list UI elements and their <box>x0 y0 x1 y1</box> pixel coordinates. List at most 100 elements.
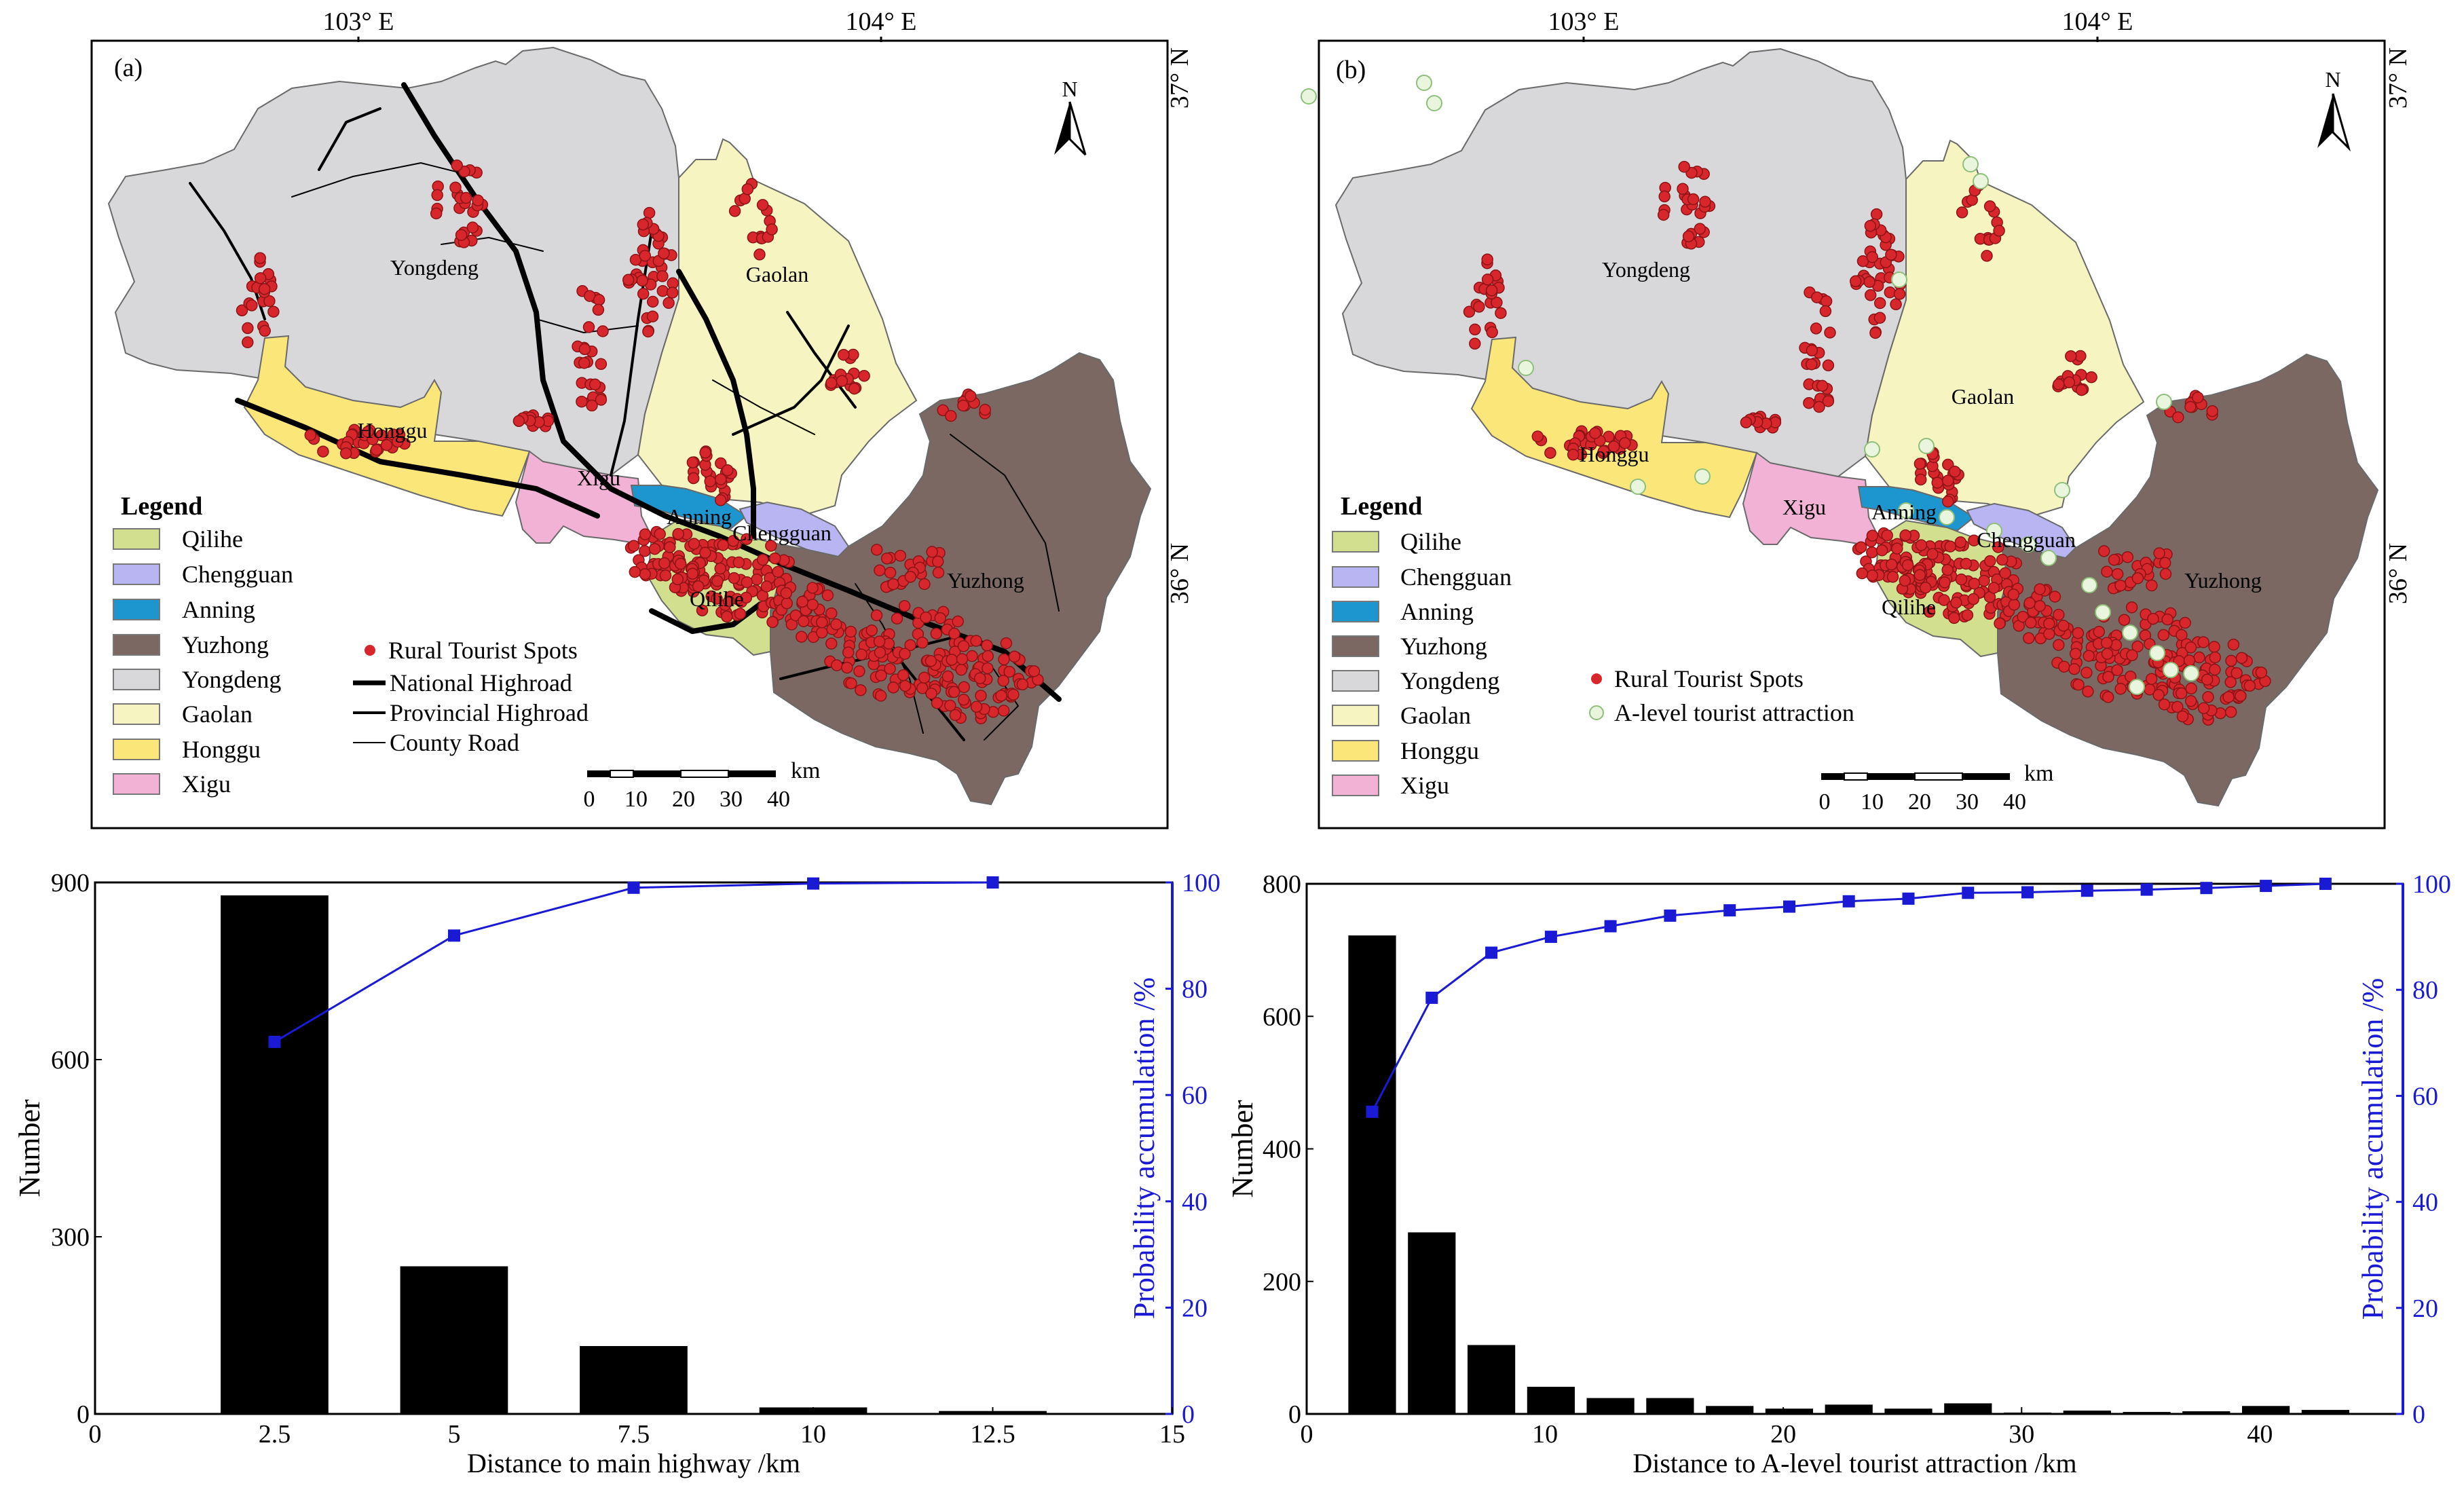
rural-spot <box>1914 569 1926 581</box>
national-highroad-line <box>676 269 756 539</box>
scale-tick-20: 20 <box>1908 789 1931 815</box>
rural-spot <box>831 659 843 671</box>
label-honggu: Honggu <box>357 418 427 443</box>
scale-seg <box>633 770 681 777</box>
rural-spot <box>997 675 1009 687</box>
map-b-district-labels: Yongdeng Gaolan Honggu Xigu Anning Cheng… <box>1579 257 2261 619</box>
rural-spot <box>648 542 661 555</box>
rural-spot <box>674 557 687 570</box>
attraction-point <box>2129 679 2145 695</box>
bar <box>1527 1387 1575 1414</box>
rural-spot <box>723 595 735 608</box>
rural-spot <box>956 653 969 665</box>
rural-spot <box>884 663 896 675</box>
bar <box>1468 1345 1516 1414</box>
provincial-highroad-line <box>732 324 850 436</box>
rural-spot <box>2043 618 2055 630</box>
accumulation-point <box>1366 1105 1379 1118</box>
legend-label-yongdeng: Yongdeng <box>182 666 281 693</box>
rural-spot <box>1891 542 1903 555</box>
accumulation-point <box>627 881 640 894</box>
label-yuzhong: Yuzhong <box>947 568 1024 593</box>
bar <box>221 895 329 1414</box>
accumulation-point <box>2021 886 2034 899</box>
rural-spot <box>627 540 640 552</box>
rural-spot <box>1994 617 2006 630</box>
rural-spot <box>870 609 883 622</box>
attraction-point <box>1864 441 1880 458</box>
rural-spot <box>796 631 808 643</box>
rural-spot <box>643 206 656 219</box>
attraction-point <box>2020 536 2036 553</box>
rural-spot <box>460 191 472 204</box>
north-arrow-icon-half <box>2332 93 2351 152</box>
rural-spot <box>1869 327 1882 339</box>
rural-spot <box>1873 297 1886 310</box>
rural-spot <box>589 378 601 391</box>
rural-spot <box>2083 650 2095 662</box>
rural-spot <box>1854 541 1867 553</box>
rural-spot <box>1944 540 1956 553</box>
rural-spot <box>1954 536 1967 548</box>
rural-spot <box>1931 477 1943 489</box>
map-a-scale-bar: km 0 10 20 30 40 <box>584 758 821 812</box>
rural-spot <box>2080 667 2093 679</box>
attraction-point <box>1918 438 1935 454</box>
rural-spot <box>1677 183 1689 195</box>
legend-swatch-chengguan <box>1332 566 1379 588</box>
rural-spot <box>1469 337 1481 350</box>
rural-spot <box>666 286 679 299</box>
y2-tick-label: 40 <box>1182 1188 1208 1216</box>
rural-spot <box>711 593 723 605</box>
rural-spot <box>688 538 701 550</box>
rural-spot <box>836 375 848 388</box>
rural-spot <box>970 635 982 647</box>
rural-spot <box>2184 695 2197 707</box>
rural-spot <box>930 627 943 640</box>
rural-spot <box>2053 378 2065 391</box>
rural-spot <box>884 566 897 579</box>
legend-label-yuzhong: Yuzhong <box>182 631 269 658</box>
rural-spot <box>757 553 769 566</box>
rural-spot <box>2007 589 2020 601</box>
rural-spot <box>830 618 842 631</box>
legend-title: Legend <box>1341 492 1422 521</box>
county-road-line <box>536 318 639 333</box>
rural-spot <box>339 447 352 460</box>
y-tick-label: 200 <box>1263 1268 1301 1297</box>
legend-label-anning: Anning <box>1400 598 1474 625</box>
rural-spot <box>1915 539 1928 551</box>
rural-spot <box>656 284 669 297</box>
rural-spot <box>370 444 383 456</box>
rural-spot <box>637 219 650 231</box>
rural-spot <box>639 567 651 580</box>
label-xigu: Xigu <box>1782 495 1826 519</box>
north-arrow-icon-half <box>1068 101 1087 156</box>
y2-tick-label: 20 <box>2412 1294 2438 1323</box>
rural-spot <box>816 627 828 639</box>
rural-spot <box>1914 473 1927 486</box>
north-arrow-icon <box>2317 94 2333 148</box>
rural-spot <box>597 325 609 337</box>
legend-label-honggu: Honggu <box>1400 737 1479 764</box>
scale-unit: km <box>2024 761 2053 786</box>
rural-spot <box>1999 567 2011 580</box>
rural-spot <box>806 582 819 594</box>
legend-label-chengguan: Chengguan <box>1400 563 1512 591</box>
rural-spot <box>2069 648 2082 660</box>
rural-spot <box>934 612 946 624</box>
attraction-point <box>1891 272 1907 288</box>
rural-spot <box>765 540 777 552</box>
rural-spot <box>2224 706 2237 718</box>
rural-spot <box>1941 563 1954 576</box>
rural-spot <box>717 539 729 551</box>
y-tick-label: 0 <box>77 1400 90 1429</box>
legend-label-yongdeng: Yongdeng <box>1400 667 1499 694</box>
rural-spot <box>2053 608 2065 621</box>
rural-spot <box>2202 691 2214 703</box>
rural-spot <box>2230 667 2243 679</box>
attraction-point <box>2095 604 2111 620</box>
rural-spot <box>1948 612 1960 624</box>
rural-spot <box>2097 545 2110 557</box>
rural-spot <box>254 252 266 264</box>
